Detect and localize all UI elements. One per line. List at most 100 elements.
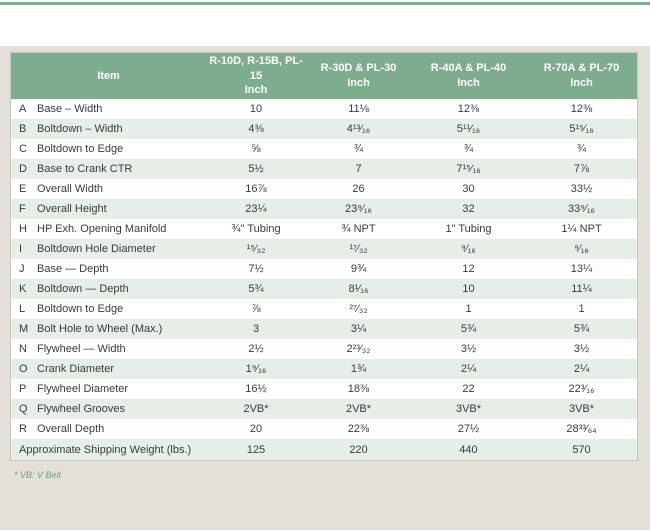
table-row-B: B Boltdown – Width 4⅜ 4¹³⁄₁₆ 5¹¹⁄₁₆ 5¹⁵⁄₁₆ — [11, 119, 637, 139]
row-item-label: Overall Height — [37, 203, 107, 215]
row-letter: P — [19, 383, 27, 395]
table-body: A Base – Width 10 11⅛ 12⅜ 12⅜ B Boltdown – Widt… — [11, 99, 637, 439]
row-value-col3: ¾ — [463, 143, 474, 155]
row-value-col4: 2¼ — [573, 363, 590, 375]
row-value-col4: 12⅜ — [570, 103, 593, 115]
row-value-col2: 2VB* — [345, 403, 372, 415]
column-header-model-2: R-30D & PL-30 Inch — [320, 62, 397, 89]
row-value-col3: 5¹¹⁄₁₆ — [456, 123, 481, 135]
row-value-col1: 5¾ — [248, 283, 264, 295]
row-letter: O — [19, 363, 28, 375]
row-value-col1: 5½ — [248, 163, 264, 175]
row-value-col1: 2VB* — [243, 403, 269, 415]
row-value-col4: ¾ — [576, 143, 587, 155]
table-row-N: N Flywheel — Width 2½ 2²³⁄₃₂ 3½ 3½ — [11, 339, 637, 359]
shipping-weight-value-col4: 570 — [572, 443, 591, 456]
table-row-E: E Overall Width 16⅞ 26 30 33½ — [11, 179, 637, 199]
row-value-col2: ²⁷⁄₃₂ — [349, 303, 368, 315]
row-letter: H — [19, 223, 27, 235]
row-letter: C — [19, 143, 27, 155]
table-row-Q: Q Flywheel Grooves 2VB* 2VB* 3VB* 3VB* — [11, 399, 637, 419]
row-letter: D — [19, 163, 27, 175]
row-letter: N — [19, 343, 27, 355]
row-item-label: Base — Depth — [37, 263, 109, 275]
row-item-label: Boltdown to Edge — [37, 303, 124, 315]
row-value-col2: ¾ — [353, 143, 364, 155]
shipping-weight-value-col2: 220 — [349, 443, 368, 456]
table-header-row: Item R-10D, R-15B, PL-15 Inch R-30D & PL-3… — [11, 53, 637, 99]
table-row-F: F Overall Height 23¼ 23⁹⁄₁₆ 32 33⁹⁄₁₆ — [11, 199, 637, 219]
row-letter: R — [19, 423, 27, 435]
column-header-model-4: R-70A & PL-70 Inch — [543, 62, 620, 89]
row-value-col4: 11¼ — [571, 283, 592, 295]
table-row-O: O Crank Diameter 1⁹⁄₁₆ 1¾ 2¼ 2¼ — [11, 359, 637, 379]
row-value-col4: 7⅞ — [573, 163, 590, 175]
row-value-col2: ¹⁷⁄₃₂ — [349, 243, 368, 255]
row-value-col3: 3VB* — [455, 403, 482, 415]
row-value-col1: 4⅜ — [248, 123, 264, 135]
row-value-col2: 8¹⁄₁₆ — [348, 283, 369, 295]
row-value-col2: 4¹³⁄₁₆ — [346, 123, 371, 135]
table-row-R: R Overall Depth 20 22⅜ 27½ 28³³⁄₆₄ — [11, 419, 637, 439]
table-row-M: M Bolt Hole to Wheel (Max.) 3 3¼ 5¾ 5¾ — [11, 319, 637, 339]
row-value-col1: ⅝ — [251, 143, 261, 155]
row-value-col1: 7½ — [248, 263, 264, 275]
row-value-col3: 32 — [462, 203, 475, 215]
table-row-A: A Base – Width 10 11⅛ 12⅜ 12⅜ — [11, 99, 637, 119]
row-value-col4: 3½ — [573, 343, 590, 355]
top-divider — [0, 2, 650, 5]
row-value-col2: 1¾ — [350, 363, 367, 375]
row-value-col2: 7 — [355, 163, 362, 175]
row-letter: K — [19, 283, 27, 295]
shipping-weight-value-col1: 125 — [246, 443, 266, 456]
table-row-K: K Boltdown — Depth 5¾ 8¹⁄₁₆ 10 11¼ — [11, 279, 637, 299]
row-value-col4: 33½ — [570, 183, 593, 195]
row-value-col1: ⅞ — [251, 303, 261, 315]
row-value-col1: 20 — [249, 423, 263, 435]
row-value-col4: 1¼ NPT — [561, 223, 602, 235]
row-value-col4: 28³³⁄₆₄ — [566, 423, 597, 435]
row-letter: Q — [19, 403, 28, 415]
shipping-weight-label: Approximate Shipping Weight (lbs.) — [19, 443, 192, 456]
table-row-D: D Base to Crank CTR 5½ 7 7¹⁵⁄₁₆ 7⅞ — [11, 159, 637, 179]
column-header-item: Item — [97, 69, 120, 82]
row-value-col1: 16⅞ — [245, 183, 267, 195]
row-item-label: Flywheel Diameter — [37, 383, 129, 395]
row-value-col3: 12⅜ — [457, 103, 480, 115]
row-value-col2: 18⅜ — [347, 383, 370, 395]
column-header-model-3: R-40A & PL-40 Inch — [430, 62, 507, 89]
shipping-weight-value-col3: 440 — [459, 443, 478, 456]
row-letter: J — [19, 263, 25, 275]
row-value-col4: 5¾ — [573, 323, 590, 335]
row-value-col1: 1⁹⁄₁₆ — [245, 363, 267, 375]
row-value-col3: 1 — [465, 303, 472, 315]
row-value-col1: ¹⁵⁄₃₂ — [246, 243, 266, 255]
row-value-col3: 3½ — [460, 343, 477, 355]
table-row-J: J Base — Depth 7½ 9¾ 12 13¼ — [11, 259, 637, 279]
row-item-label: Boltdown to Edge — [37, 143, 124, 155]
row-value-col3: ⁹⁄₁₆ — [461, 243, 476, 255]
row-value-col1: ¾" Tubing — [231, 223, 281, 235]
row-value-col2: 3¼ — [350, 323, 367, 335]
row-value-col1: 10 — [249, 103, 263, 115]
footnote: * VB: V Belt — [14, 470, 62, 480]
row-item-label: Boltdown Hole Diameter — [37, 243, 156, 255]
row-item-label: Crank Diameter — [37, 363, 115, 375]
row-letter: L — [19, 303, 26, 315]
row-value-col3: 30 — [462, 183, 475, 195]
table-row-P: P Flywheel Diameter 16½ 18⅜ 22 22³⁄₁₆ — [11, 379, 637, 399]
row-item-label: Boltdown – Width — [37, 123, 123, 135]
row-value-col2: 11⅛ — [348, 103, 369, 115]
table-row-I: I Boltdown Hole Diameter ¹⁵⁄₃₂ ¹⁷⁄₃₂ ⁹⁄₁₆ ⁹⁄₁… — [11, 239, 637, 259]
row-value-col3: 27½ — [457, 423, 480, 435]
row-value-col3: 22 — [462, 383, 475, 395]
row-value-col3: 5¾ — [460, 323, 477, 335]
row-value-col4: 1 — [578, 303, 585, 315]
row-item-label: Overall Width — [37, 183, 104, 195]
row-value-col3: 1" Tubing — [445, 223, 492, 235]
column-header-model-1: R-10D, R-15B, PL-15 Inch — [209, 54, 303, 97]
spec-table: Item R-10D, R-15B, PL-15 Inch R-30D & PL-3… — [10, 52, 638, 461]
row-value-col1: 23¼ — [245, 203, 267, 215]
table-row-L: L Boltdown to Edge ⅞ ²⁷⁄₃₂ 1 1 — [11, 299, 637, 319]
